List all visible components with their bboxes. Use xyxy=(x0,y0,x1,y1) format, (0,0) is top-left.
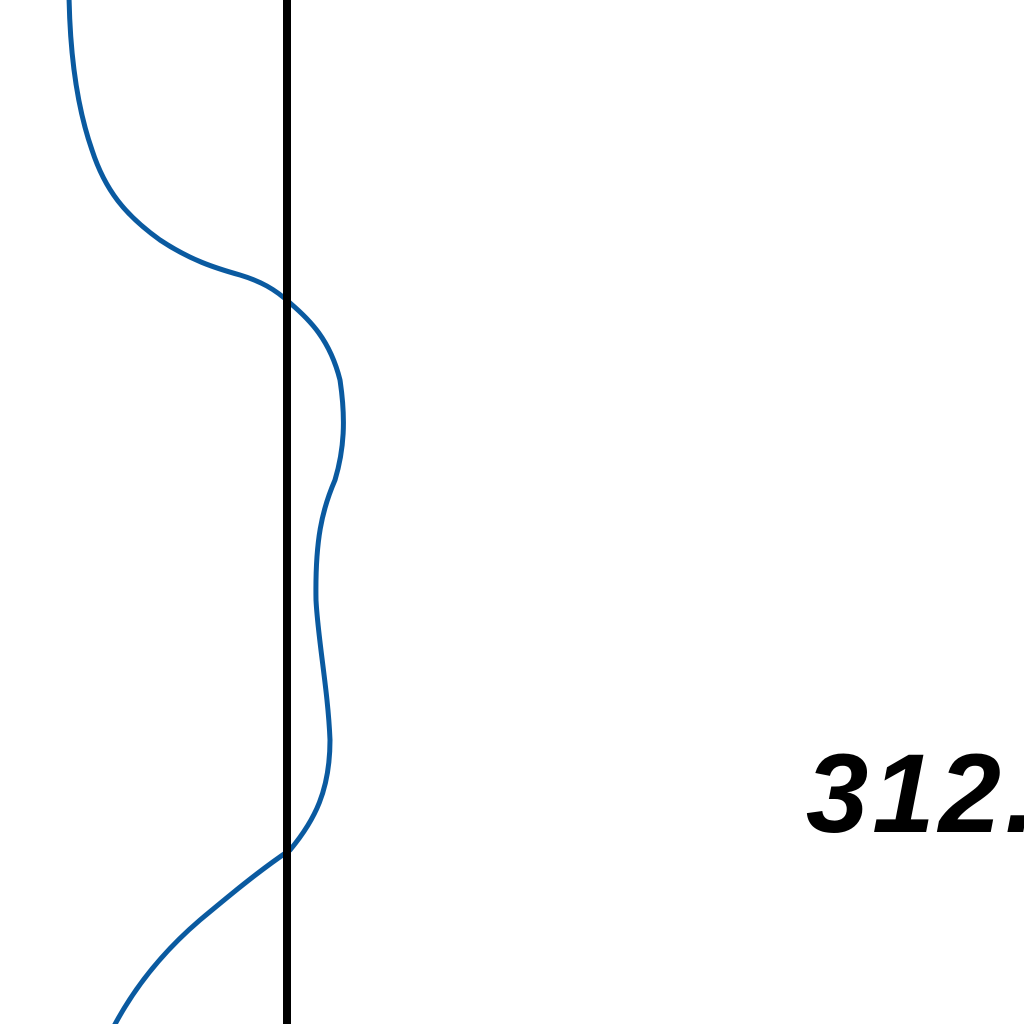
map-label: 312.5 xyxy=(806,731,1024,856)
river-line xyxy=(66,0,346,1024)
